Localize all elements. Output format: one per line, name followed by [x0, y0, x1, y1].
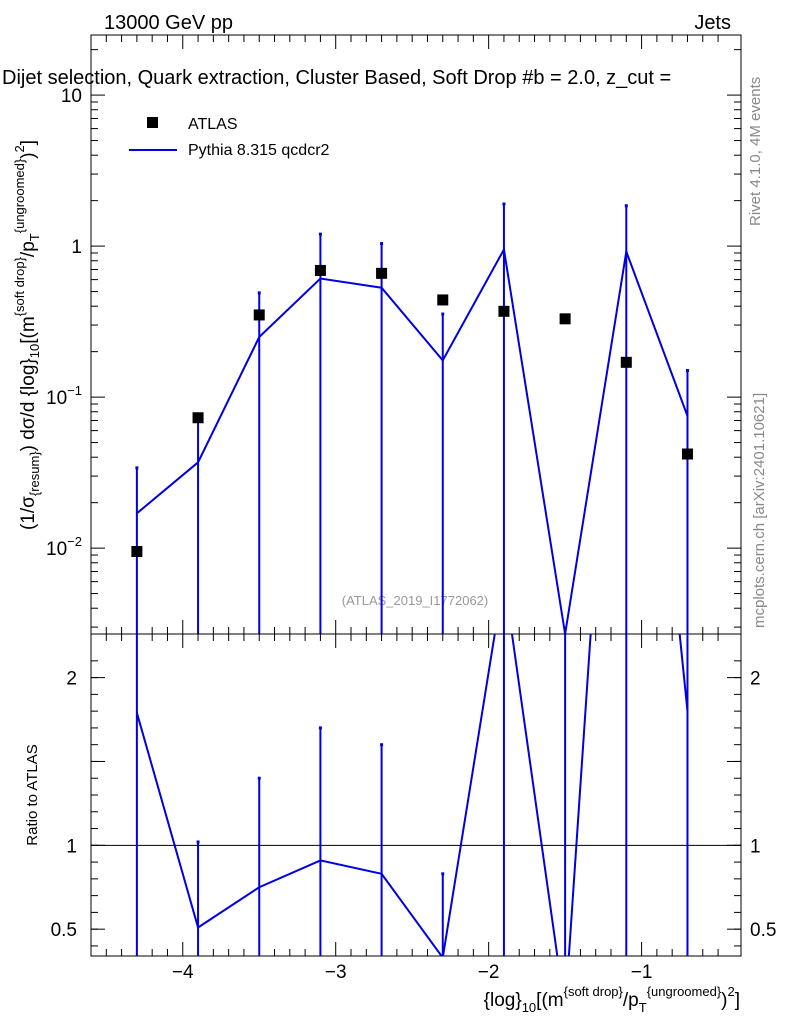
- ratio-axes: −4 −3 −2 −1 0.5 0.5 1 1 2 2: [51, 634, 776, 983]
- main-y-tick-label: 10−1: [46, 383, 82, 409]
- main-y-axis-label: (1/σ{resum}) dσ/d {log}10[(m{soft drop}/…: [12, 140, 42, 530]
- x-tick-label: −3: [325, 962, 347, 983]
- legend-atlas-marker: [147, 117, 158, 128]
- x-tick-label: −4: [172, 962, 194, 983]
- atlas-data-point: [620, 356, 632, 368]
- x-tick-label: −1: [631, 962, 653, 983]
- atlas-data-point: [681, 448, 693, 460]
- ratio-plot-area: [135, 634, 689, 956]
- ratio-y-axis-label: Ratio to ATLAS: [24, 744, 41, 845]
- ratio-series: [135, 634, 689, 956]
- x-axis-label: {log}10[(m{soft drop}/pT{ungroomed})2]: [484, 984, 740, 1015]
- ratio-y-tick-label-right: 1: [750, 836, 761, 857]
- ratio-y-tick-label-right: 0.5: [750, 920, 776, 941]
- ratio-plot-frame: [90, 633, 742, 957]
- legend-atlas-label: ATLAS: [188, 116, 238, 133]
- main-y-tick-label: 10−2: [46, 534, 82, 560]
- legend: ATLAS Pythia 8.315 qcdcr2: [129, 116, 330, 159]
- atlas-data-point: [314, 264, 326, 276]
- main-y-axis: [91, 35, 741, 634]
- analysis-label: (ATLAS_2019_I1772062): [342, 593, 488, 608]
- atlas-data-point: [376, 267, 388, 279]
- legend-pythia-label: Pythia 8.315 qcdcr2: [188, 142, 330, 159]
- rivet-version-label: Rivet 4.1.0, 4M events: [747, 77, 764, 226]
- pythia-line: [136, 246, 689, 635]
- x-tick-label: −2: [478, 962, 500, 983]
- main-y-tick-labels: 10−2 10−1 1 10: [46, 86, 82, 560]
- ratio-y-tick-label: 2: [66, 669, 77, 690]
- atlas-data-point: [498, 305, 510, 317]
- energy-label: 13000 GeV pp: [104, 12, 233, 34]
- atlas-data-point: [131, 545, 143, 557]
- ratio-line: [135, 634, 689, 956]
- main-y-tick-label: 10: [61, 86, 82, 107]
- atlas-data-point: [437, 294, 449, 306]
- ratio-y-tick-label-right: 2: [750, 669, 761, 690]
- site-label: mcplots.cern.ch [arXiv:2401.10621]: [751, 393, 768, 628]
- ratio-y-tick-label: 1: [66, 836, 77, 857]
- category-label: Jets: [694, 12, 731, 34]
- atlas-data-point: [559, 313, 571, 325]
- main-y-tick-label: 1: [71, 237, 82, 258]
- atlas-data-point: [192, 412, 204, 424]
- atlas-data-point: [253, 309, 265, 321]
- ratio-y-tick-label: 0.5: [51, 920, 77, 941]
- plot-title: Dijet selection, Quark extraction, Clust…: [2, 67, 671, 89]
- main-plot-area: [131, 202, 693, 635]
